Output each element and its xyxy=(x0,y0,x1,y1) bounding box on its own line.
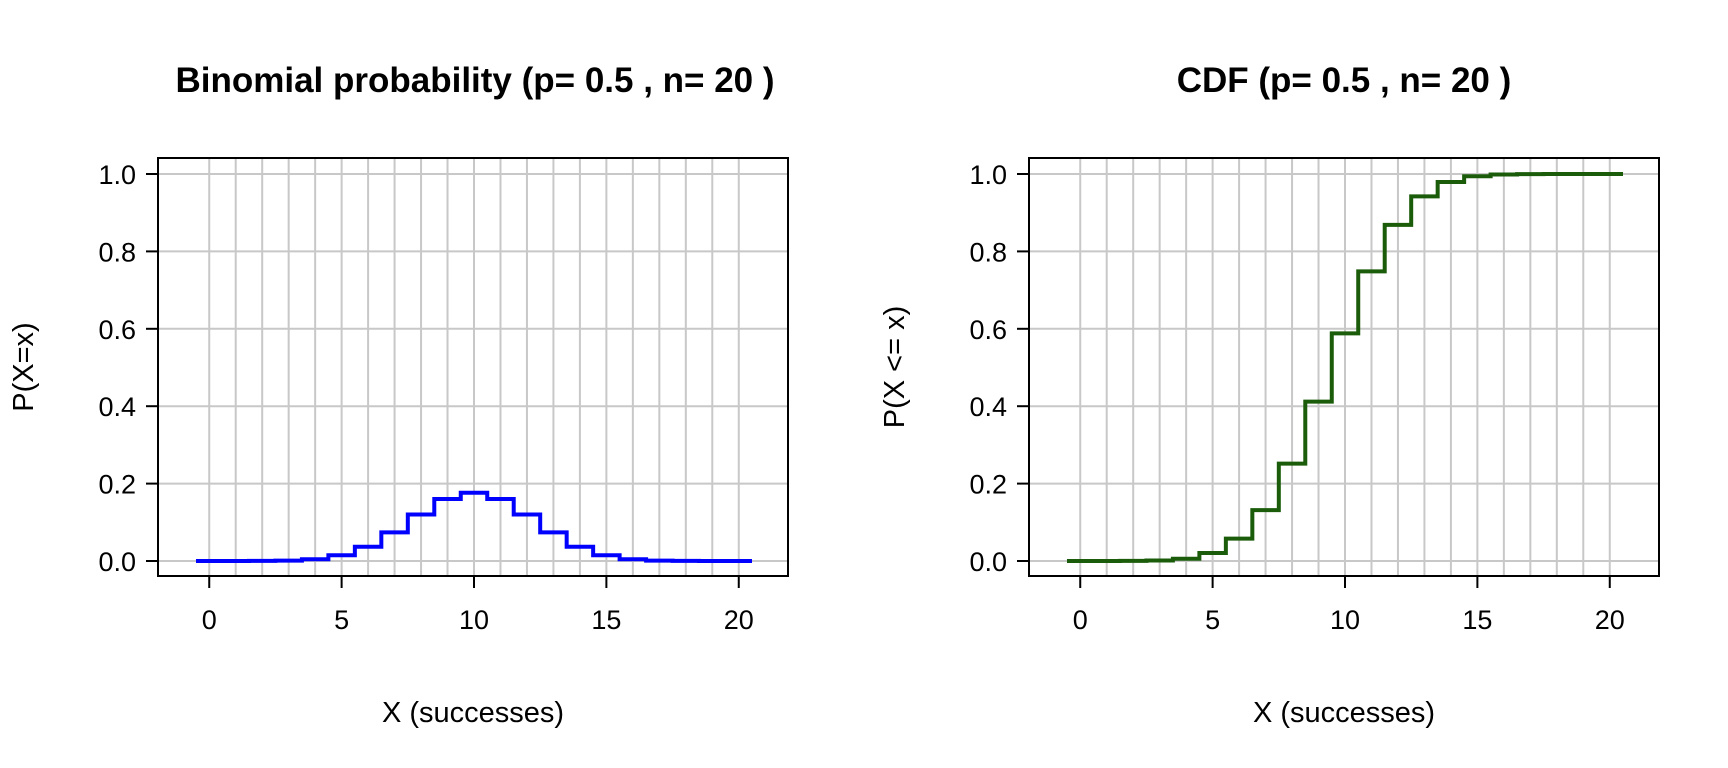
pmf-series-line xyxy=(196,490,752,563)
cdf-chart: CDF (p= 0.5 , n= 20 ) 0.0 0.2 0.4 0.6 0.8 1.0… xyxy=(879,61,1660,729)
pmf-y-tick-label: 0.0 xyxy=(98,547,136,577)
cdf-y-tick-label: 0.0 xyxy=(969,547,1007,577)
cdf-y-tick-label: 0.4 xyxy=(969,392,1007,422)
pmf-x-tick-label: 0 xyxy=(202,605,217,635)
cdf-grid xyxy=(1029,158,1659,576)
cdf-y-tick-label: 0.6 xyxy=(969,315,1007,345)
pmf-x-tick-label: 5 xyxy=(334,605,349,635)
cdf-y-tick-label: 0.8 xyxy=(969,237,1007,267)
pmf-grid xyxy=(158,158,788,576)
pmf-x-tick-label: 20 xyxy=(724,605,754,635)
cdf-x-axis-label: X (successes) xyxy=(1253,697,1435,729)
cdf-y-tick-label: 0.2 xyxy=(969,470,1007,500)
pmf-y-axis-label: P(X=x) xyxy=(8,322,40,411)
pmf-y-tick-label: 0.4 xyxy=(98,392,136,422)
cdf-y-tick-label: 1.0 xyxy=(969,160,1007,190)
pmf-axes-ticks: 0.0 0.2 0.4 0.6 0.8 1.0 0 5 10 15 20 xyxy=(98,160,753,635)
pmf-x-axis-label: X (successes) xyxy=(382,697,564,729)
pmf-y-tick-label: 1.0 xyxy=(98,160,136,190)
cdf-y-axis-label: P(X <= x) xyxy=(879,306,911,429)
cdf-x-tick-label: 15 xyxy=(1462,605,1492,635)
cdf-series-line xyxy=(1067,172,1623,563)
pmf-y-tick-label: 0.8 xyxy=(98,237,136,267)
cdf-x-tick-label: 0 xyxy=(1073,605,1088,635)
cdf-x-tick-label: 5 xyxy=(1205,605,1220,635)
cdf-chart-title: CDF (p= 0.5 , n= 20 ) xyxy=(1177,61,1512,100)
cdf-x-tick-label: 10 xyxy=(1330,605,1360,635)
pmf-y-tick-label: 0.2 xyxy=(98,470,136,500)
pmf-chart-title: Binomial probability (p= 0.5 , n= 20 ) xyxy=(175,61,774,100)
pmf-chart: Binomial probability (p= 0.5 , n= 20 ) 0… xyxy=(8,61,789,729)
cdf-x-tick-label: 20 xyxy=(1595,605,1625,635)
pmf-y-tick-label: 0.6 xyxy=(98,315,136,345)
pmf-x-tick-label: 15 xyxy=(591,605,621,635)
cdf-axes-ticks: 0.0 0.2 0.4 0.6 0.8 1.0 0 5 10 15 20 xyxy=(969,160,1624,635)
pmf-x-tick-label: 10 xyxy=(459,605,489,635)
